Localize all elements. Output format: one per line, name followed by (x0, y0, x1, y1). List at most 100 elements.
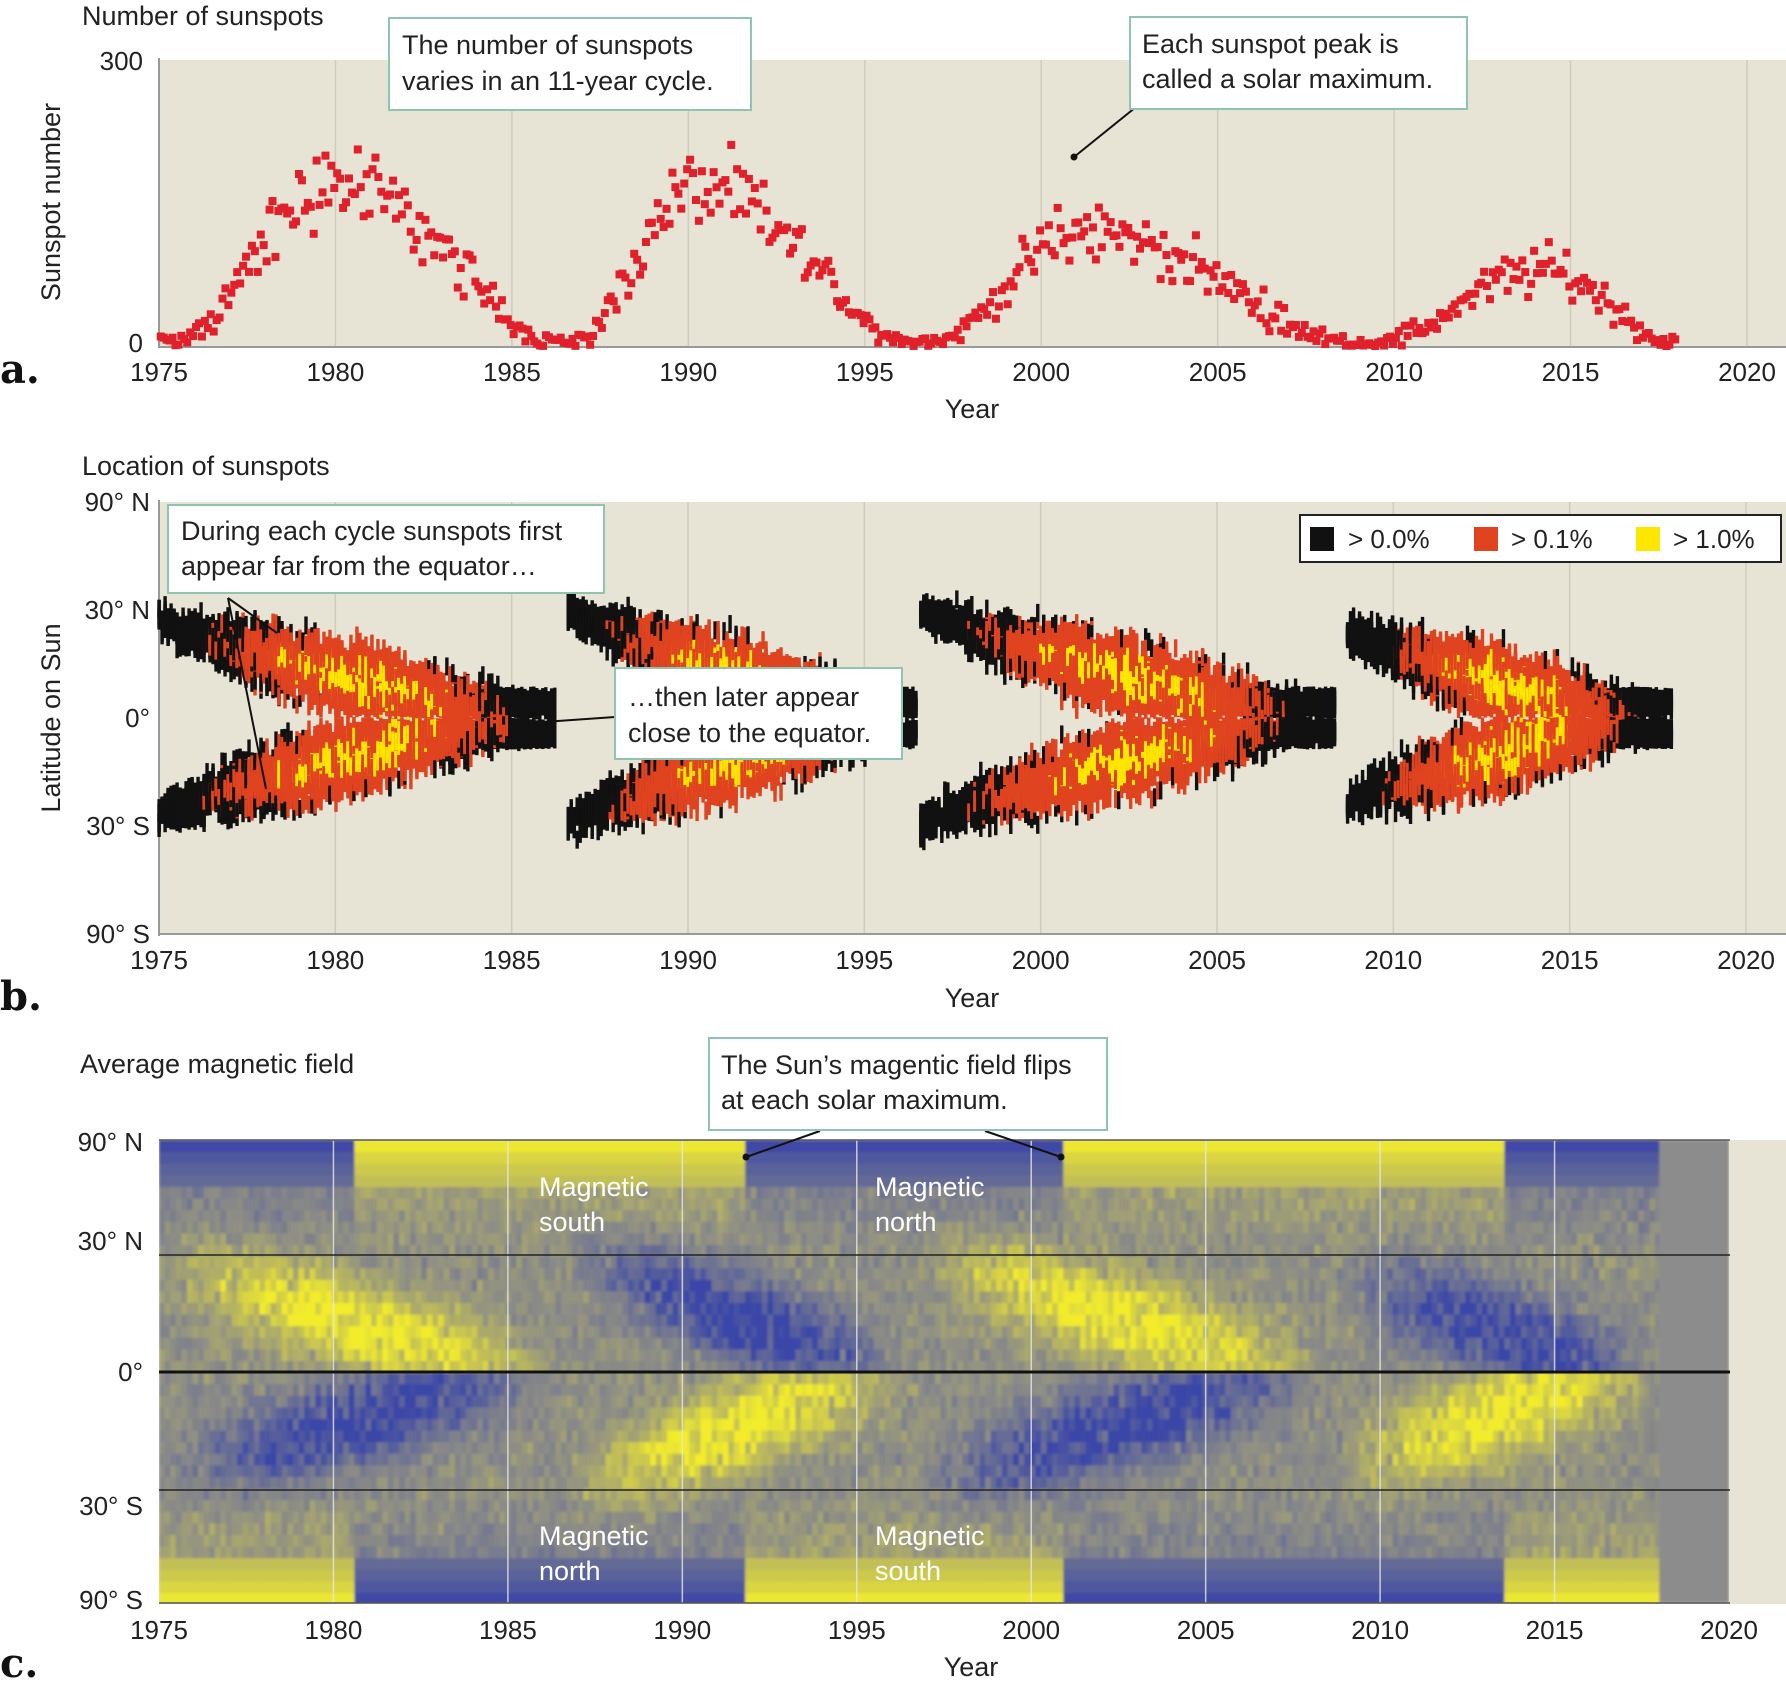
sunspot-point (586, 340, 595, 349)
sunspot-point (353, 145, 362, 154)
sunspot-cell (385, 663, 389, 682)
sunspot-cell (175, 612, 179, 631)
sunspot-cell (340, 716, 344, 735)
sunspot-cell (295, 736, 299, 755)
sunspot-point (1315, 329, 1324, 338)
sunspot-cell (244, 770, 248, 789)
sunspot-cell (346, 754, 350, 773)
sunspot-point (827, 267, 836, 276)
sunspot-point (1053, 203, 1062, 212)
sunspot-cell (412, 729, 416, 748)
sunspot-cell (193, 782, 197, 801)
callout-maximum-box (1129, 16, 1468, 110)
sunspot-cell (172, 608, 176, 627)
sunspot-point (197, 332, 206, 341)
sunspot-cell (208, 635, 212, 654)
sunspot-cell (256, 615, 260, 634)
sunspot-cell (187, 811, 191, 830)
sunspot-point (224, 301, 233, 310)
sunspot-cell (343, 697, 347, 716)
sunspot-cell (391, 651, 395, 670)
sunspot-cell (283, 649, 287, 668)
sunspot-point (886, 333, 895, 342)
sunspot-point (247, 241, 256, 250)
sunspot-point (1103, 227, 1112, 236)
sunspot-point (1121, 228, 1130, 237)
sunspot-point (389, 176, 398, 185)
sunspot-cell (331, 750, 335, 769)
sunspot-cell (265, 630, 269, 649)
sunspot-point (1312, 336, 1321, 345)
sunspot-cell (307, 670, 311, 689)
sunspot-cell (220, 806, 224, 825)
sunspot-point (471, 277, 480, 286)
sunspot-cell (490, 693, 494, 712)
sunspot-cell (202, 620, 206, 639)
sunspot-point (1138, 238, 1147, 247)
sunspot-cell (385, 689, 389, 708)
callout-maximum-leader (1073, 106, 1137, 158)
sunspot-point (597, 323, 606, 332)
sunspot-point (436, 233, 445, 242)
sunspot-cell (379, 757, 383, 776)
sunspot-cell (280, 628, 284, 647)
sunspot-cell (301, 681, 305, 700)
sunspot-point (589, 331, 598, 340)
sunspot-cell (268, 791, 272, 810)
sunspot-point (1318, 325, 1327, 334)
sunspot-point (797, 225, 806, 234)
sunspot-cell (280, 767, 284, 786)
sunspot-cell (253, 780, 257, 799)
sunspot-cell (409, 682, 413, 701)
sunspot-cell (259, 766, 263, 785)
sunspot-point (459, 292, 468, 301)
sunspot-point (236, 279, 245, 288)
sunspot-cell (274, 614, 278, 633)
sunspot-cell (289, 676, 293, 695)
sunspot-point (1115, 242, 1124, 251)
sunspot-cell (328, 686, 332, 705)
sunspot-point (492, 302, 501, 311)
sunspot-point (1271, 314, 1280, 323)
sunspot-point (292, 217, 301, 226)
sunspot-cell (349, 757, 353, 776)
sunspot-point (800, 273, 809, 282)
sunspot-cell (421, 682, 425, 701)
sunspot-cell (214, 778, 218, 797)
sunspot-cell (283, 674, 287, 693)
sunspot-cell (364, 677, 368, 696)
sunspot-cell (226, 623, 230, 642)
sunspot-cell (274, 747, 278, 766)
sunspot-point (1227, 270, 1236, 279)
sunspot-cell (163, 814, 167, 833)
sunspot-cell (343, 764, 347, 783)
sunspot-cell (427, 718, 431, 737)
sunspot-cell (307, 720, 311, 739)
sunspot-point (1583, 278, 1592, 287)
sunspot-cell (328, 785, 332, 804)
sunspot-cell (331, 740, 335, 759)
sunspot-cell (271, 652, 275, 671)
sunspot-cell (211, 627, 215, 646)
sunspot-cell (310, 646, 314, 665)
sunspot-point (639, 262, 648, 271)
sunspot-cell (319, 649, 323, 668)
sunspot-point (1633, 336, 1642, 345)
sunspot-cell (253, 756, 257, 775)
sunspot-point (1524, 292, 1533, 301)
sunspot-point (503, 315, 512, 324)
sunspot-point (709, 168, 718, 177)
sunspot-cell (349, 770, 353, 789)
sunspot-cell (241, 792, 245, 811)
sunspot-cell (334, 649, 338, 668)
sunspot-cell (253, 671, 257, 690)
sunspot-point (1062, 233, 1071, 242)
sunspot-point (1000, 282, 1009, 291)
sunspot-cell (331, 683, 335, 702)
sunspot-cell (403, 726, 407, 745)
sunspot-cell (301, 632, 305, 651)
sunspot-cell (478, 693, 482, 712)
sunspot-cell (301, 769, 305, 788)
sunspot-cell (283, 769, 287, 788)
sunspot-point (1580, 273, 1589, 282)
